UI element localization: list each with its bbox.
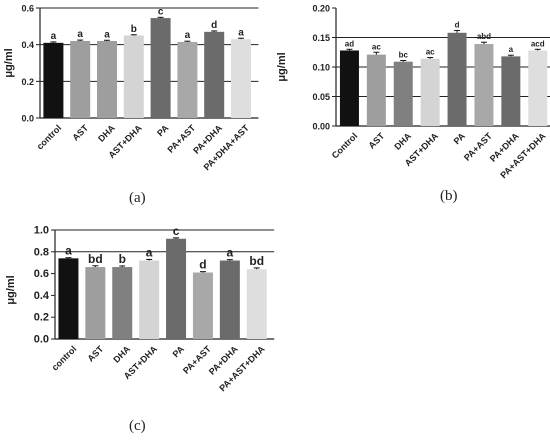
x-tick-label: AST: [70, 123, 90, 143]
chart-a-svg: 0.00.20.40.6μg/mlacontrolaASTaDHAbAST+DH…: [3, 4, 259, 172]
significance-letter: a: [509, 45, 514, 54]
y-tick-label: 0.8: [34, 246, 49, 258]
significance-letter: d: [199, 258, 206, 272]
bar: [123, 35, 144, 118]
y-tick-label: 0.15: [312, 33, 330, 43]
bar: [339, 50, 359, 127]
significance-letter: a: [77, 29, 83, 40]
significance-letter: b: [131, 24, 137, 35]
chart-panel-c: 0.0 0.2 0.4 0.6 0.8 1.0 μg/ml a control bd AST b DHA…: [0, 215, 275, 442]
panel-label-c: (c): [129, 418, 146, 434]
y-tick-label: 0.4: [21, 40, 34, 50]
bar: [366, 54, 386, 126]
significance-letter: a: [238, 27, 244, 38]
significance-letter: a: [227, 246, 234, 260]
x-tick-label: DHA: [96, 123, 117, 144]
significance-letter: abd: [477, 32, 491, 41]
significance-letter: ac: [426, 48, 435, 57]
significance-letter: a: [146, 245, 153, 259]
significance-letter: bc: [399, 51, 409, 60]
significance-letter: d: [211, 20, 217, 31]
x-tick-label: AST: [85, 344, 105, 364]
y-tick-label: 0.0: [34, 334, 49, 346]
y-tick-label: 0.20: [312, 4, 330, 14]
x-tick-label: DHA: [111, 344, 132, 365]
bar: [70, 41, 91, 118]
bar: [219, 260, 240, 339]
significance-letter: a: [65, 244, 72, 258]
chart-b-svg: 0.000.050.100.150.20μg/mladControlacASTb…: [276, 4, 550, 180]
significance-letter: bd: [88, 252, 103, 266]
y-tick-label: 0.00: [312, 122, 330, 132]
significance-letter: a: [51, 31, 57, 42]
y-tick-label: 0.4: [34, 290, 50, 302]
chart-c-svg: 0.0 0.2 0.4 0.6 0.8 1.0 μg/ml a control bd AST b DHA…: [5, 224, 275, 393]
bar: [43, 42, 64, 119]
significance-letter: ad: [345, 39, 354, 48]
significance-letter: ac: [372, 42, 381, 51]
chart-panel-a: 0.0 0.2 0.4 0.6 μg/ml a control a AST a DHA b AST+DH…: [0, 0, 275, 215]
y-tick-label: 0.10: [312, 63, 330, 73]
y-tick-label: 0.2: [21, 77, 34, 87]
x-tick-label: DHA: [392, 131, 413, 152]
y-tick-label: 0.6: [34, 268, 49, 280]
bar: [139, 260, 160, 339]
significance-letter: c: [173, 224, 180, 238]
x-tick-label: PA: [155, 123, 171, 139]
bar: [112, 267, 133, 339]
bar: [420, 58, 440, 126]
significance-letter: acd: [531, 39, 545, 48]
bar: [192, 272, 213, 339]
bar: [177, 41, 198, 118]
bar: [393, 61, 413, 126]
significance-letter: a: [104, 29, 110, 40]
bar: [150, 18, 171, 118]
bar: [204, 31, 225, 118]
y-tick-label: 0.6: [21, 4, 34, 14]
panel-label-a: (a): [129, 190, 146, 206]
y-tick-label: 0.0: [21, 114, 34, 124]
bar: [447, 32, 467, 126]
bar: [231, 39, 251, 118]
y-axis-label: μg/ml: [5, 275, 17, 304]
bar: [97, 41, 117, 118]
y-tick-label: 0.05: [312, 92, 330, 102]
bar: [246, 269, 267, 339]
bar: [501, 56, 521, 126]
y-tick-label: 0.2: [34, 312, 49, 324]
y-tick-label: 1.0: [34, 225, 49, 237]
significance-letter: d: [455, 20, 460, 29]
bar: [528, 50, 548, 127]
significance-letter: bd: [249, 254, 264, 268]
bar: [85, 267, 106, 339]
significance-letter: b: [119, 252, 126, 266]
significance-letter: a: [185, 30, 191, 41]
panel-label-b: (b): [440, 188, 458, 204]
x-tick-label: AST: [366, 131, 386, 151]
bar: [58, 258, 79, 339]
x-tick-label: Control: [330, 131, 360, 161]
y-axis-label: μg/ml: [3, 48, 15, 77]
bar: [474, 43, 494, 126]
y-axis-label: μg/ml: [276, 52, 288, 81]
chart-panel-b: 0.00 0.05 0.10 0.15 0.20 μg/ml ad Control ac AST b…: [275, 0, 550, 215]
x-tick-label: control: [50, 344, 79, 373]
x-tick-label: PA: [452, 131, 468, 147]
bar: [166, 238, 187, 339]
significance-letter: c: [158, 6, 164, 17]
x-tick-label: control: [35, 123, 64, 152]
x-tick-label: PA: [171, 344, 187, 360]
